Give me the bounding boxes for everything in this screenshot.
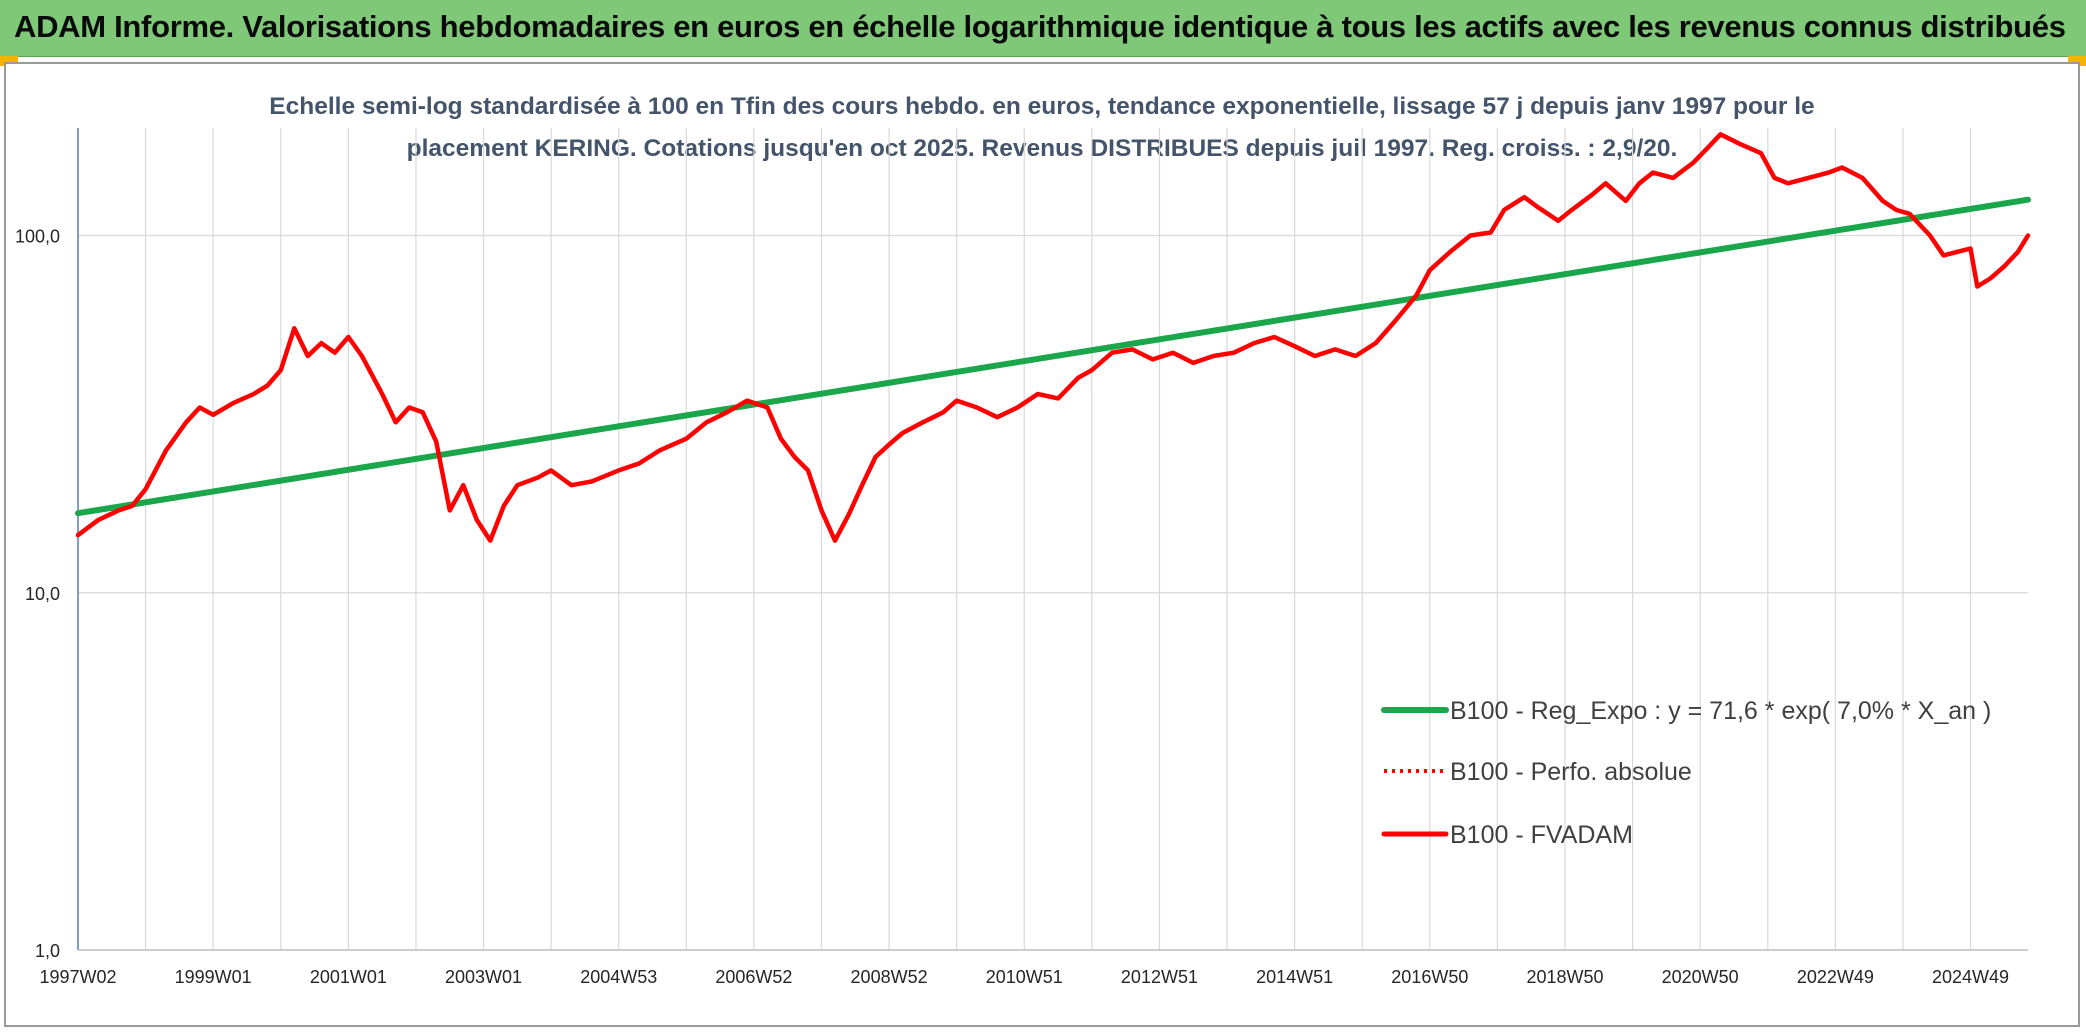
chart-frame <box>4 62 2080 1027</box>
chart-subtitle-line-1: Echelle semi-log standardisée à 100 en T… <box>269 93 1814 120</box>
x-tick-label: 2018W50 <box>1526 967 1603 987</box>
x-tick-label: 2008W52 <box>851 967 928 987</box>
corner-mark-left <box>0 56 18 66</box>
series-line-reg-expo <box>75 196 2031 517</box>
legend: B100 - Reg_Expo : y = 71,6 * exp( 7,0% *… <box>1381 697 1991 849</box>
header-banner: ADAM Informe. Valorisations hebdomadaire… <box>0 0 2086 57</box>
x-tick-label: 2010W51 <box>986 967 1063 987</box>
x-tick-label: 2004W53 <box>580 967 657 987</box>
chart-subtitle-line-2: placement KERING. Cotations jusqu'en oct… <box>407 135 1678 162</box>
page-title: ADAM Informe. Valorisations hebdomadaire… <box>14 9 2066 44</box>
legend-item-fvadam-label: B100 - FVADAM <box>1450 821 1633 849</box>
x-tick-label: 2024W49 <box>1932 967 2009 987</box>
y-tick-label: 1,0 <box>35 941 60 961</box>
grid-layer <box>77 128 2028 951</box>
x-tick-label: 1997W02 <box>39 967 116 987</box>
x-tick-label: 2020W50 <box>1662 967 1739 987</box>
x-tick-label: 2001W01 <box>310 967 387 987</box>
x-tick-label: 1999W01 <box>175 967 252 987</box>
x-tick-label: 2006W52 <box>715 967 792 987</box>
x-tick-label: 2022W49 <box>1797 967 1874 987</box>
series-line-fvadam <box>75 132 2031 543</box>
legend-item-perfo-absolue-label: B100 - Perfo. absolue <box>1450 758 1692 786</box>
axis-layer: 1997W02 1999W01 2001W01 2003W01 2004W53 2006W… <box>15 128 2028 987</box>
x-tick-label: 2016W50 <box>1391 967 1468 987</box>
series-layer <box>75 132 2031 543</box>
legend-item-reg-expo-label: B100 - Reg_Expo : y = 71,6 * exp( 7,0% *… <box>1450 697 1991 725</box>
x-tick-label: 2014W51 <box>1256 967 1333 987</box>
x-tick-label: 2003W01 <box>445 967 522 987</box>
corner-mark-right <box>2068 56 2086 66</box>
x-tick-label: 2012W51 <box>1121 967 1198 987</box>
y-tick-label: 10,0 <box>25 584 60 604</box>
y-tick-label: 100,0 <box>15 227 60 247</box>
